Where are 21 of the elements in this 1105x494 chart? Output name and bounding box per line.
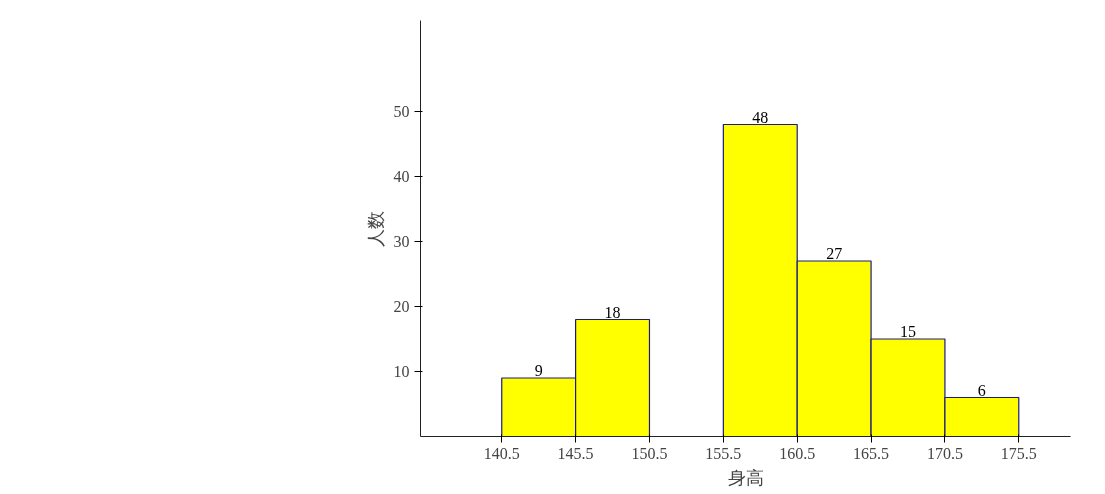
x-tick-label: 165.5 [853, 444, 890, 462]
x-tick-label: 160.5 [779, 444, 816, 462]
y-tick-label: 50 [393, 103, 410, 120]
y-axis-title: 人数 [364, 210, 386, 247]
y-tick-label: 40 [393, 168, 410, 185]
data-label: 6 [977, 381, 986, 399]
data-label: 27 [826, 245, 843, 262]
y-tick-label: 30 [393, 233, 410, 250]
data-label: 18 [604, 303, 621, 321]
data-label: 48 [752, 108, 769, 126]
x-tick-label: 145.5 [557, 444, 594, 462]
y-tick-label: 20 [393, 298, 410, 315]
y-tick-label: 10 [393, 363, 410, 380]
x-tick-label: 170.5 [926, 444, 963, 462]
x-axis-title: 身高 [727, 466, 764, 488]
data-label: 15 [900, 323, 916, 340]
x-tick-label: 175.5 [1000, 444, 1037, 462]
x-tick-label: 155.5 [705, 444, 742, 462]
data-label: 9 [534, 362, 543, 379]
x-tick-label: 150.5 [631, 444, 668, 462]
x-tick-label: 140.5 [483, 444, 520, 462]
